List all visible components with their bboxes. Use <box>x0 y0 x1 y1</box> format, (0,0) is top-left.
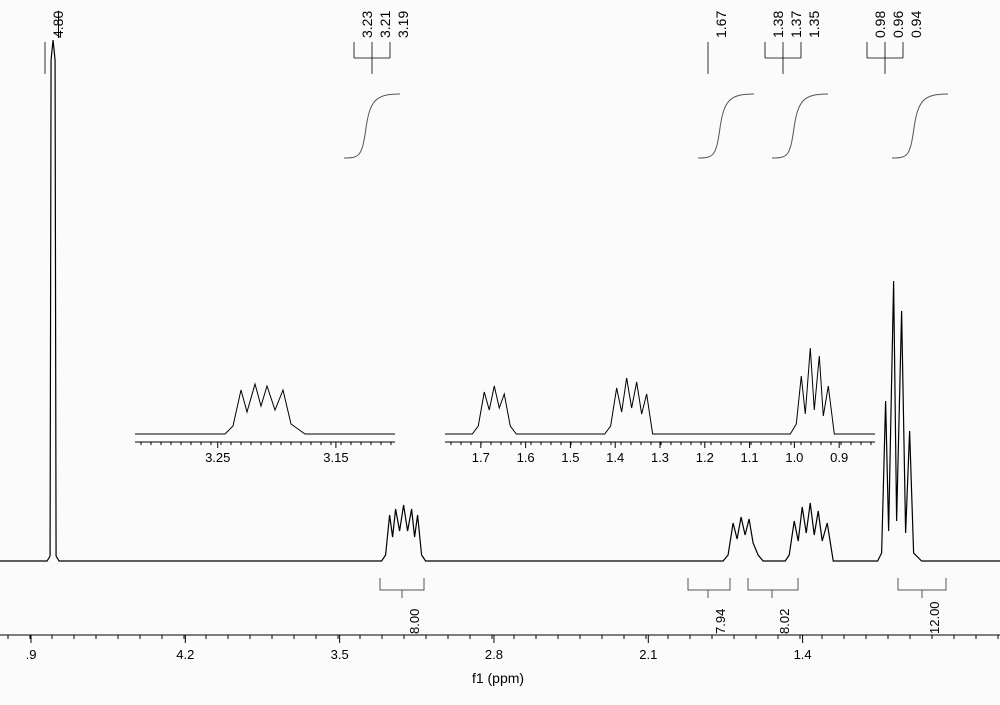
peak-label: 0.96 <box>890 11 906 38</box>
inset-tick-label: 1.3 <box>651 450 669 465</box>
peak-label: 0.94 <box>908 11 924 38</box>
inset-left <box>135 384 395 448</box>
axis-tick-label: 3.5 <box>331 647 349 662</box>
spectrum-svg <box>0 0 1000 705</box>
peak-label: 1.38 <box>770 11 786 38</box>
inset-tick-label: 3.15 <box>323 450 348 465</box>
inset-tick-label: 1.5 <box>561 450 579 465</box>
peak-label: 3.21 <box>377 11 393 38</box>
inset-tick-label: 1.2 <box>696 450 714 465</box>
peak-label-connectors <box>45 42 903 74</box>
integration-value: 12.00 <box>927 601 942 634</box>
peak-label: 1.35 <box>806 11 822 38</box>
axis-tick-label: .9 <box>26 647 37 662</box>
peak-label: 3.23 <box>359 11 375 38</box>
inset-right <box>445 348 875 448</box>
axis-tick-label: 2.8 <box>485 647 503 662</box>
integration-value: 8.00 <box>407 609 422 634</box>
peak-label: 1.67 <box>713 11 729 38</box>
integration-brackets <box>380 578 946 598</box>
main-spectrum-trace <box>0 40 1000 561</box>
inset-tick-label: 1.4 <box>606 450 624 465</box>
inset-tick-label: 1.7 <box>472 450 490 465</box>
integration-value: 8.02 <box>777 609 792 634</box>
peak-label: 4.80 <box>50 11 66 38</box>
inset-tick-label: 1.0 <box>785 450 803 465</box>
axis-tick-label: 2.1 <box>639 647 657 662</box>
nmr-spectrum-chart <box>0 0 1000 705</box>
axis-tick-label: 4.2 <box>176 647 194 662</box>
peak-label: 0.98 <box>872 11 888 38</box>
integration-value: 7.94 <box>713 609 728 634</box>
inset-tick-label: 1.1 <box>741 450 759 465</box>
x-axis-label: f1 (ppm) <box>472 670 524 686</box>
integral-curves <box>344 94 948 158</box>
main-x-axis <box>0 635 1000 643</box>
inset-tick-label: 0.9 <box>830 450 848 465</box>
peak-label: 3.19 <box>395 11 411 38</box>
inset-tick-label: 1.6 <box>517 450 535 465</box>
peak-label: 1.37 <box>788 11 804 38</box>
axis-tick-label: 1.4 <box>794 647 812 662</box>
inset-tick-label: 3.25 <box>205 450 230 465</box>
